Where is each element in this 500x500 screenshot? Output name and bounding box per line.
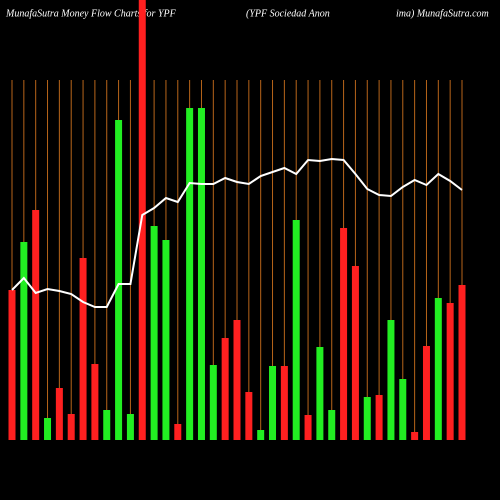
bar: [126, 414, 134, 440]
bar: [328, 410, 336, 440]
bar: [375, 395, 383, 440]
bar: [351, 266, 359, 440]
bar: [292, 220, 300, 440]
bar: [434, 298, 442, 440]
bar: [55, 388, 63, 440]
money-flow-line: [11, 157, 463, 308]
bar: [91, 364, 99, 440]
bar: [20, 242, 28, 440]
bar: [44, 418, 52, 440]
chart-title: MunafaSutra Money Flow Charts for YPF: [5, 8, 177, 19]
bar: [257, 430, 265, 440]
bar: [363, 397, 371, 440]
bar: [422, 346, 430, 440]
bar: [32, 210, 40, 440]
bar: [221, 338, 229, 440]
bar: [174, 424, 182, 440]
bar: [458, 285, 466, 440]
bar: [115, 120, 123, 440]
bar: [150, 226, 158, 440]
bar: [245, 392, 253, 440]
bar: [304, 415, 312, 440]
bar: [67, 414, 75, 440]
bar: [233, 320, 241, 440]
chart-subtitle: (YPF Sociedad Anon: [246, 8, 330, 19]
bar: [340, 228, 348, 440]
bar: [209, 365, 217, 440]
bar: [399, 379, 407, 440]
bar: [316, 347, 324, 440]
chart-source: ima) MunafaSutra.com: [396, 8, 489, 19]
bar: [79, 258, 87, 440]
bar: [197, 108, 205, 440]
bar: [8, 290, 16, 440]
bar: [186, 108, 194, 440]
bar: [280, 366, 288, 440]
bar: [387, 320, 395, 440]
bar: [269, 366, 277, 440]
bar: [411, 432, 419, 440]
bar: [103, 410, 111, 440]
bar: [446, 303, 454, 440]
bar: [162, 240, 170, 440]
